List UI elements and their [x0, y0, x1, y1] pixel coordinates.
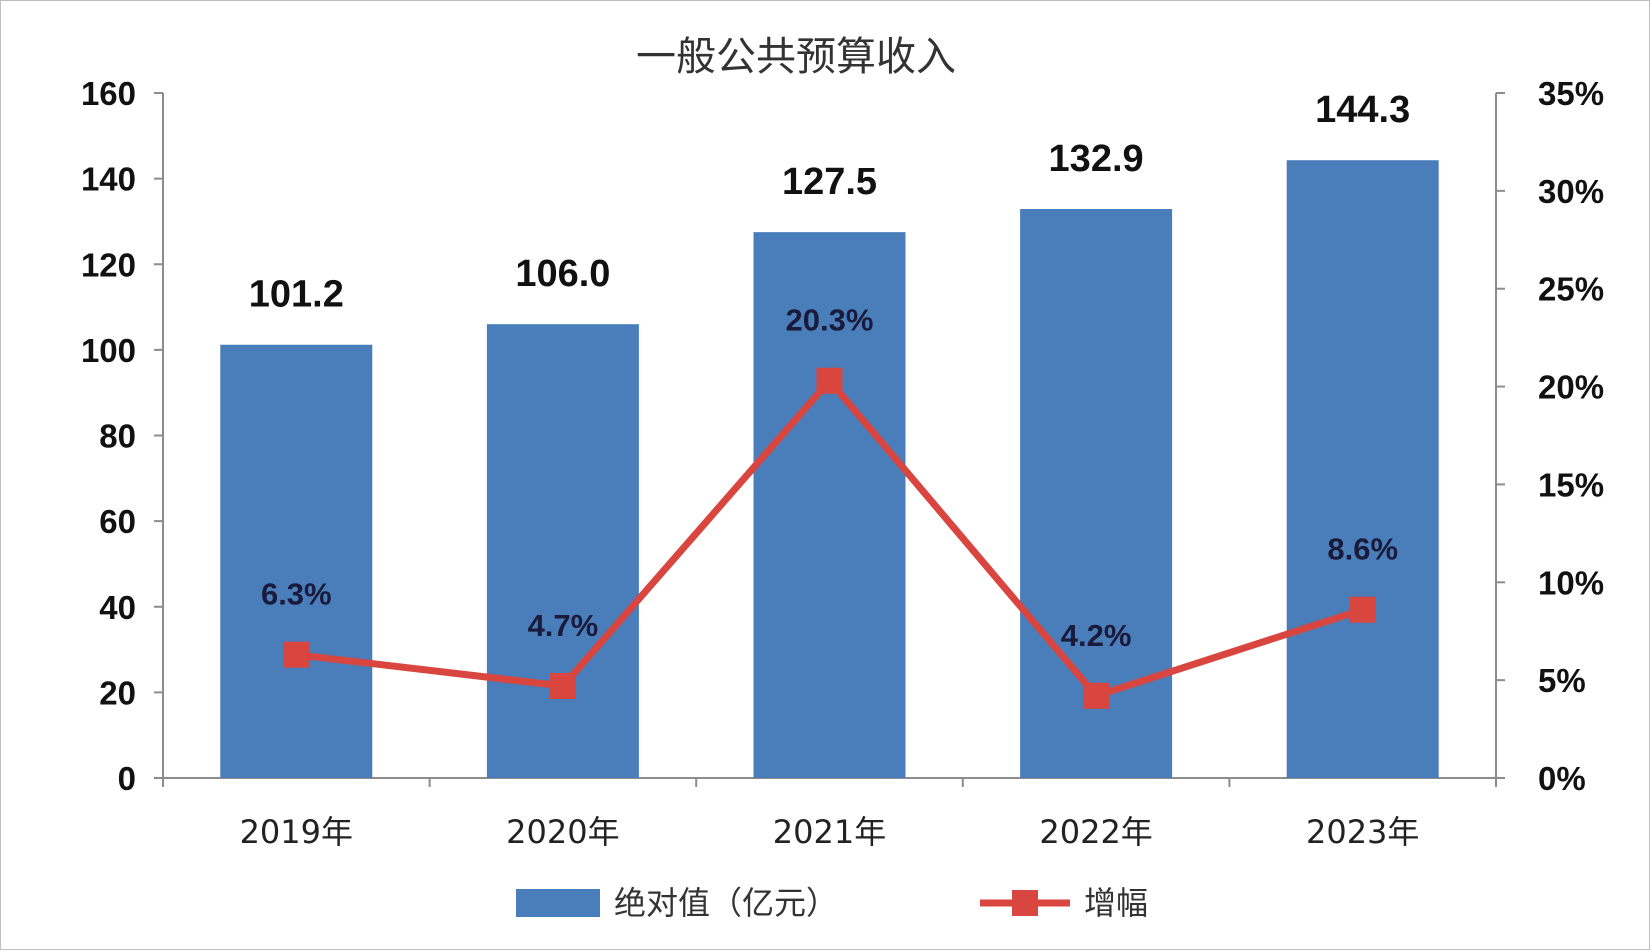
growth-labels: 6.3% 4.7% 20.3% 4.2% 8.6%	[261, 303, 1398, 653]
bars	[220, 160, 1439, 779]
right-axis-tick-label: 20%	[1538, 369, 1604, 406]
legend-swatch-bar	[516, 889, 600, 917]
left-axis-tick-label: 120	[81, 246, 136, 283]
chart-title: 一般公共预算收入	[636, 34, 956, 80]
bar-value-label: 144.3	[1315, 89, 1410, 131]
right-axis-tick-label: 25%	[1538, 271, 1604, 308]
bar-value-label: 101.2	[249, 274, 344, 316]
bar	[753, 232, 906, 778]
bar-value-label: 132.9	[1049, 138, 1144, 180]
right-axis-tick-label: 30%	[1538, 173, 1604, 210]
legend: 绝对值（亿元） 增幅	[516, 884, 1148, 922]
growth-value-label: 4.2%	[1061, 618, 1132, 653]
growth-value-label: 20.3%	[786, 303, 874, 338]
right-axis-tick-label: 5%	[1538, 662, 1586, 699]
legend-swatch-marker	[1012, 890, 1038, 916]
left-axis-tick-label: 140	[81, 161, 136, 198]
bar	[1286, 160, 1439, 778]
bar-value-label: 127.5	[782, 161, 877, 203]
right-axis-tick-label: 35%	[1538, 75, 1604, 112]
left-axis-tick-label: 80	[99, 418, 136, 455]
growth-marker	[549, 673, 576, 700]
growth-marker	[283, 641, 310, 668]
x-axis-tick-label: 2020年	[506, 813, 619, 851]
left-axis-tick-label: 20	[99, 674, 136, 711]
right-axis-tick-label: 0%	[1538, 760, 1586, 797]
x-axis-tick-label: 2022年	[1039, 813, 1152, 851]
left-axis-tick-label: 60	[99, 503, 136, 540]
right-axis-tick-label: 15%	[1538, 466, 1604, 503]
growth-marker	[816, 367, 843, 394]
growth-value-label: 6.3%	[261, 577, 332, 612]
axes: 0 20 40 60 80 100 120 140 160 0% 5% 10% 15% 20% 25% 30%…	[81, 75, 1604, 797]
x-axis-tick-labels: 2019年 2020年 2021年 2022年 2023年	[240, 813, 1420, 851]
bar-value-label: 106.0	[515, 253, 610, 295]
left-axis-tick-label: 100	[81, 332, 136, 369]
x-axis-tick-label: 2019年	[240, 813, 353, 851]
growth-line-series	[283, 367, 1376, 709]
growth-value-label: 8.6%	[1327, 532, 1398, 567]
legend-label-line: 增幅	[1084, 884, 1148, 922]
left-axis-tick-label: 160	[81, 75, 136, 112]
left-axis-tick-label: 40	[99, 589, 136, 626]
right-axis-tick-label: 10%	[1538, 564, 1604, 601]
left-axis-tick-label: 0	[118, 760, 136, 797]
legend-label-bar: 绝对值（亿元）	[614, 884, 838, 922]
x-axis-tick-label: 2021年	[773, 813, 886, 851]
growth-marker	[1349, 596, 1376, 623]
bar	[220, 344, 373, 778]
growth-value-label: 4.7%	[528, 608, 599, 643]
growth-marker	[1083, 682, 1110, 709]
bar-labels: 101.2 106.0 127.5 132.9 144.3	[249, 89, 1410, 316]
bar	[486, 324, 639, 778]
x-axis-tick-label: 2023年	[1306, 813, 1419, 851]
